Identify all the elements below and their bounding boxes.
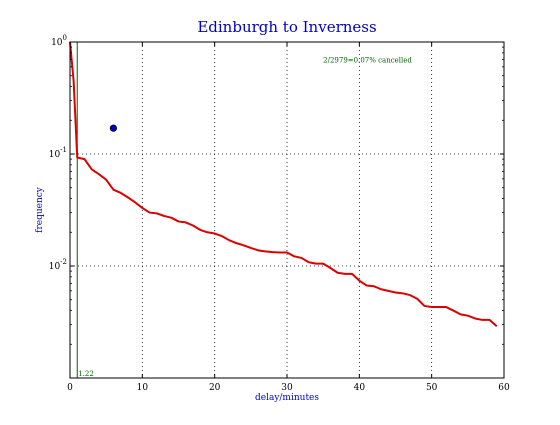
x-tick-label: 50 — [426, 383, 438, 393]
y-axis-label: frequency — [35, 186, 45, 233]
x-tick-label: 30 — [281, 383, 293, 393]
x-tick-label: 40 — [354, 383, 366, 393]
y-tick-label: 10-1 — [49, 146, 67, 160]
series-line — [69, 41, 498, 327]
x-tick-label: 20 — [209, 383, 221, 393]
plot-marks: 1.22 — [69, 41, 498, 378]
axis-ticks: 0 10 20 30 40 50 60 100 10-1 10-2 — [49, 34, 510, 393]
y-tick-label: 100 — [51, 34, 67, 48]
x-tick-label: 0 — [67, 383, 73, 393]
grid — [70, 42, 504, 378]
x-tick-label: 60 — [498, 383, 510, 393]
x-tick-label: 10 — [137, 383, 149, 393]
reference-vline-label: 1.22 — [78, 370, 94, 378]
y-tick-label: 10-2 — [49, 258, 67, 272]
chart-title: Edinburgh to Inverness — [197, 18, 376, 36]
cancelled-annotation: 2/2979=0.07% cancelled — [323, 56, 412, 64]
x-axis-label: delay/minutes — [255, 393, 319, 403]
data-point — [109, 124, 118, 132]
